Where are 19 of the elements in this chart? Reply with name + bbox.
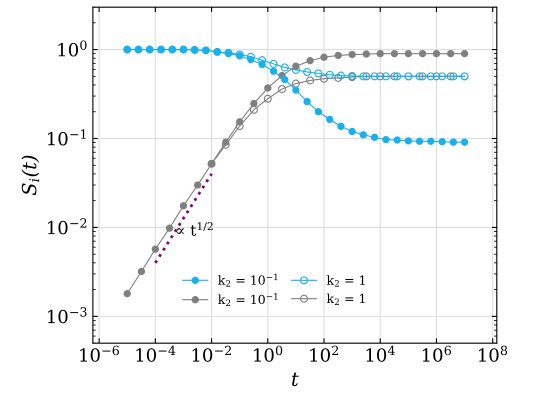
x-tick-label: 10$^{0}$ <box>254 346 282 362</box>
x-tick-label: 10$^{4}$ <box>366 346 395 362</box>
y-tick-label: 10$^{0}$ <box>58 40 87 57</box>
x-tick-label: 10$^{6}$ <box>422 346 451 362</box>
x-tick-label: 10$^{−6}$ <box>80 346 119 362</box>
x-tick-label: 10$^{8}$ <box>479 346 508 362</box>
y-axis-title: S$_{i}$(t) <box>21 156 40 196</box>
x-tick-label: 10$^{−4}$ <box>136 346 176 362</box>
y-tick-label: 10$^{−1}$ <box>48 129 86 146</box>
legend-label: k$_{2}$ = 10$^{−1}$ <box>218 274 278 287</box>
x-tick-label: 10$^{−2}$ <box>192 346 231 362</box>
x-axis-title: t <box>292 372 299 386</box>
legend-label: k$_{2}$ = 1 <box>326 275 365 287</box>
legend-label: k$_{2}$ = 10$^{−1}$ <box>218 292 278 306</box>
annotation: ∝ t$^{1/2}$ <box>176 222 213 236</box>
legend-label: k$_{2}$ = 1 <box>326 294 365 306</box>
y-tick-label: 10$^{−2}$ <box>48 218 86 234</box>
x-tick-label: 10$^{2}$ <box>310 346 338 362</box>
y-tick-label: 10$^{−3}$ <box>48 307 87 324</box>
